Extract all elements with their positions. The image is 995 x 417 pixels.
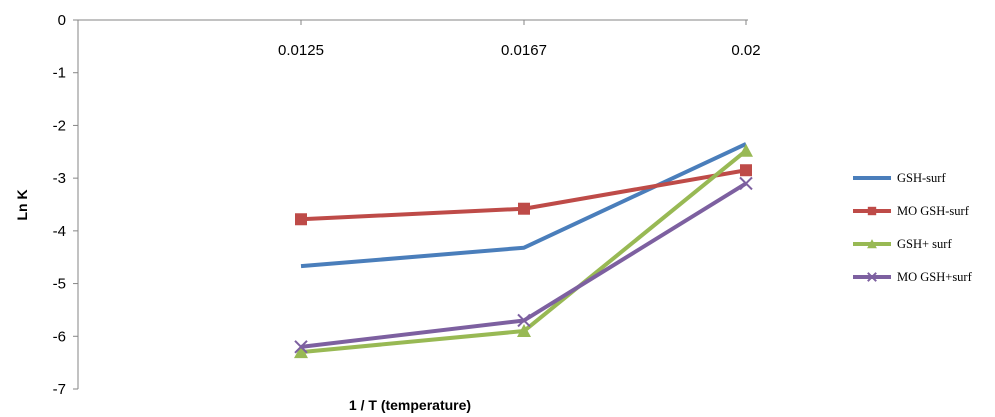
x-tick-label: 0.02: [731, 42, 760, 59]
series-layer: [294, 142, 753, 359]
y-tick-label: -4: [53, 223, 66, 240]
x-tick-label: 0.0125: [278, 42, 324, 59]
data-point-marker: [518, 202, 530, 215]
series-0: [300, 142, 747, 269]
legend-label: MO GSH-surf: [897, 204, 970, 218]
series-2: [294, 143, 753, 359]
legend-item: GSH-surf: [853, 171, 946, 185]
legend: GSH-surf MO GSH-surf GSH+ surf MO GSH+surf: [853, 171, 973, 284]
series-3: [294, 176, 753, 354]
legend-item: MO GSH+surf: [853, 270, 973, 284]
data-point-marker: [739, 143, 753, 157]
y-axis-ticks: 0 -1 -2 -3 -4 -5 -6 -7: [53, 12, 78, 398]
x-axis-ticks: 0.0125 0.0167 0.02: [278, 20, 761, 59]
legend-item: GSH+ surf: [853, 237, 952, 251]
data-point-marker: [517, 324, 531, 338]
x-tick-label: 0.0167: [501, 42, 547, 59]
y-tick-label: -2: [53, 117, 66, 134]
legend-label: GSH+ surf: [897, 237, 952, 251]
y-tick-label: -3: [53, 170, 66, 187]
x-axis-title: 1 / T (temperature): [349, 397, 471, 413]
data-point-marker: [867, 239, 877, 249]
y-tick-label: -1: [53, 65, 66, 82]
y-tick-label: 0: [58, 12, 66, 29]
series-1: [295, 164, 752, 226]
legend-label: MO GSH+surf: [897, 270, 973, 284]
data-point-marker: [740, 164, 752, 177]
data-point-marker: [517, 313, 531, 328]
plot-area: [77, 19, 748, 389]
legend-label: GSH-surf: [897, 171, 946, 185]
legend-item: MO GSH-surf: [853, 204, 970, 218]
y-tick-label: -6: [53, 328, 66, 345]
series-line: [300, 142, 747, 269]
data-point-marker: [867, 206, 877, 216]
data-point-marker: [294, 345, 308, 359]
data-point-marker: [867, 272, 877, 282]
y-tick-label: -7: [53, 381, 66, 398]
data-point-marker: [739, 176, 753, 191]
data-point-marker: [295, 213, 307, 226]
y-tick-label: -5: [53, 276, 66, 293]
y-axis-title: Ln K: [14, 189, 30, 220]
data-point-marker: [294, 340, 308, 354]
